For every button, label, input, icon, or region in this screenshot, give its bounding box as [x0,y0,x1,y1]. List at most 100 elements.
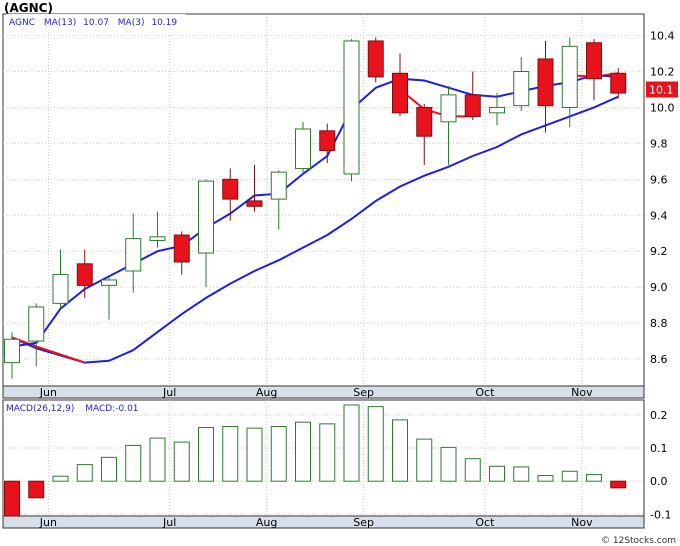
macd-tick-label: 0.0 [650,475,668,488]
macd-histogram [4,404,627,517]
month-label: Jun [39,386,57,399]
macd-bar-positive [173,441,190,482]
candle-body-up [52,274,69,304]
candle-body-down [586,42,602,80]
last-price-label: 10.1 [649,83,674,96]
candle-body-down [222,178,239,200]
candle-body-up [513,71,530,107]
legend-ticker: AGNC [9,18,35,28]
candlestick-series [4,37,627,379]
macd-bar-positive [295,421,311,482]
macd-legend-value: MACD:-0.01 [85,404,138,414]
candle [101,276,117,320]
last-price-badge: 10.1 [646,81,678,98]
candle [52,249,69,309]
chart-title: (AGNC) [4,1,53,15]
svg-text:MACD(26,12,9) MACD:-0.01: MACD(26,12,9) MACD:-0.01 [6,404,139,414]
candle-body-up [440,94,457,123]
candle [28,303,45,367]
price-date-axis-band [2,385,645,399]
candle [149,211,166,248]
macd-bar-positive [586,474,602,482]
price-tick-label: 9.4 [650,209,668,222]
candle [367,37,384,83]
macd-bar-positive [537,475,554,482]
macd-legend: MACD(26,12,9) MACD:-0.01 [5,401,155,414]
candle-body-down [246,200,263,207]
candle-body-up [4,338,20,364]
price-tick-label: 9.8 [650,137,668,150]
candle-body-up [561,45,578,108]
legend-ma3-value: 10.19 [151,18,177,28]
candle [319,123,336,164]
candle [198,179,214,288]
macd-bar-positive [489,465,505,482]
candle [489,93,505,126]
macd-tick-label: 0.1 [650,442,668,455]
macd-bar-positive [222,426,239,482]
candle-body-down [367,40,384,78]
macd-bar-positive [319,423,336,482]
axis-labels: 8.6 8.8 9.0 9.2 9.4 9.6 9.8 10.0 10.2 10.4 -0.1 0.0… [39,30,675,529]
price-tick-label: 8.6 [650,353,668,366]
macd-bar-positive [513,466,530,482]
macd-legend-label: MACD(26,12,9) [6,404,74,414]
legend-ma13-value: 10.07 [83,18,109,28]
candle [125,213,142,293]
macd-bar-positive [198,427,214,482]
svg-text:AGNC MA(13) 10.07: AGNC MA(13) 10.07 MA(3) 10.19 [9,18,177,28]
macd-bar-negative [28,480,45,499]
macd-bar-positive [561,470,578,482]
candle-body-down [173,234,190,263]
candle-body-down [610,72,627,94]
legend-ma13-label: MA(13) [44,18,76,28]
macd-bar-positive [246,427,263,482]
macd-tick-label: 0.2 [650,409,668,422]
macd-bar-positive [392,419,408,482]
candle [246,164,263,212]
macd-bar-negative [4,480,20,517]
macd-bar-negative [610,480,627,489]
candle-body-down [416,106,433,137]
candle [392,53,408,117]
candle [295,121,311,174]
candle-body-up [125,238,142,272]
candle-body-down [392,72,408,114]
price-tick-label: 9.6 [650,173,668,186]
macd-bar-positive [440,446,457,482]
candle-body-up [489,106,505,114]
month-label: Oct [475,516,495,529]
candle-body-down [537,58,554,107]
ma13-line-trend [11,95,619,364]
price-tick-label: 9.2 [650,245,668,258]
macd-bar-positive [416,438,433,482]
candle-body-up [149,236,166,241]
grid-lines [3,14,644,516]
candle [513,57,530,112]
candle [343,39,360,182]
candle-body-up [295,128,311,170]
macd-bar-positive [52,475,69,482]
month-label: Nov [571,386,593,399]
candle-body-down [76,263,93,286]
candle [586,39,602,101]
candle [76,249,93,298]
ma3-line-mid [399,88,473,118]
candle-body-down [464,94,481,117]
candle [173,231,190,275]
candle-body-up [343,40,360,175]
candle [416,103,433,165]
candle [464,71,481,121]
price-panel [2,13,645,387]
candle-body-down [319,130,336,152]
candle-body-up [270,171,287,200]
watermark: © 12Stocks.com [601,536,676,546]
price-tick-label: 8.8 [650,317,668,330]
macd-tick-label: -0.1 [650,508,671,521]
month-label: Sep [353,386,374,399]
candle [4,332,20,379]
month-label: Sep [353,516,374,529]
price-tick-label: 10.4 [650,30,675,43]
macd-bar-positive [101,456,117,482]
